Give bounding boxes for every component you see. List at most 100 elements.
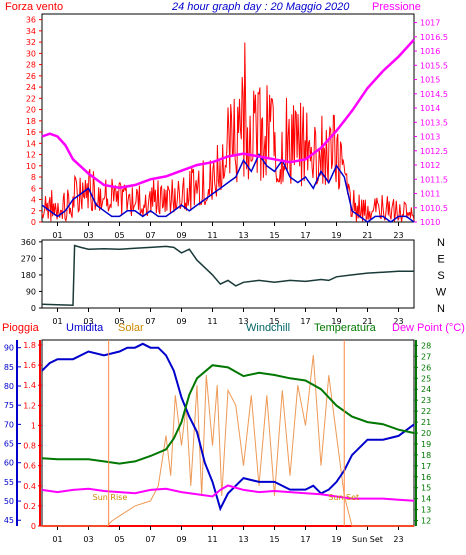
x-tick-label: 03 [83, 317, 93, 326]
temperature-tick-label: 26 [421, 363, 431, 372]
y-left-tick-label: 10 [26, 162, 36, 171]
x-tick-label: 01 [52, 535, 62, 544]
rain-tick-label: 1.4 [23, 381, 36, 390]
y-left-tick-label: 12 [26, 151, 36, 160]
y-left-tick-label: 30 [26, 49, 36, 58]
x-tick-label: 23 [393, 231, 403, 240]
wind-speed-label: Forza vento [5, 1, 63, 13]
y-left-tick-label: 4 [31, 196, 36, 205]
temperature-tick-label: 12 [421, 517, 431, 526]
x-tick-label: Sun Set [352, 535, 383, 544]
y-right-tick-label: 1015 [420, 76, 440, 85]
x-tick-label: 23 [393, 317, 403, 326]
wind-direction-series [41, 244, 414, 306]
x-tick-label: 03 [83, 231, 93, 240]
legend-rain: Pioggia [2, 322, 40, 334]
x-tick-label: 13 [238, 535, 248, 544]
rain-humidity-temp-panel: 0 0.2 0.4 0.6 0.8 1 1.2 1.4 1.6 1.8 45 50 55 60 65 70 75… [4, 339, 431, 544]
temperature-tick-label: 23 [421, 396, 431, 405]
temperature-tick-label: 13 [421, 506, 431, 515]
temperature-tick-label: 28 [421, 341, 431, 350]
y-right-tick-label: 1014 [420, 104, 440, 113]
humidity-tick-label: 85 [4, 363, 14, 372]
temperature-tick-label: 15 [421, 484, 431, 493]
legend-windchill: Windchill [246, 322, 290, 334]
y-left-tick-label: 32 [26, 38, 36, 47]
y-right-tick-label: 1016 [420, 47, 440, 56]
y-direction-tick-label: 360 [21, 238, 36, 247]
humidity-tick-label: 60 [4, 459, 14, 468]
x-tick-label: 19 [331, 231, 341, 240]
x-tick-label: 19 [331, 535, 341, 544]
y-right-tick-label: 1012 [420, 161, 440, 170]
wind-direction-panel: 0 N 90 W 180 S 270 E 360 N 01 03 05 07 09 11 13 15 17 19 21 2… [21, 237, 447, 326]
x-tick-label: 07 [145, 231, 155, 240]
dew-point-series [41, 484, 415, 502]
y-right-tick-label: 1011.5 [420, 175, 448, 184]
rain-tick-label: 0.4 [23, 482, 36, 491]
wind-pressure-panel: 0246810121416182022242628303234361010101… [26, 13, 448, 240]
x-tick-label: 17 [300, 535, 310, 544]
sun-marker-label: Sun Set [328, 493, 359, 502]
y-right-tick-label: 1010.5 [420, 204, 448, 213]
y-left-tick-label: 28 [26, 61, 36, 70]
y-left-tick-label: 8 [31, 173, 36, 182]
rain-tick-label: 0.2 [23, 502, 36, 511]
x-tick-label: 17 [300, 231, 310, 240]
temperature-tick-label: 19 [421, 440, 431, 449]
x-tick-label: 05 [114, 317, 124, 326]
x-tick-label: 15 [269, 535, 279, 544]
legend-dew-point: Dew Point (°C) [392, 322, 465, 334]
compass-label: W [436, 286, 447, 298]
y-right-tick-label: 1013 [420, 133, 440, 142]
pressure-series [41, 38, 415, 190]
wind-average-series [41, 152, 415, 223]
x-tick-label: 07 [145, 535, 155, 544]
temperature-series [41, 364, 415, 465]
rain-tick-label: 1.6 [23, 361, 36, 370]
x-tick-label: 05 [114, 535, 124, 544]
y-right-tick-label: 1014.5 [420, 90, 448, 99]
legend-humidity: Umidita [66, 322, 104, 334]
solar-series [42, 355, 414, 527]
pressure-label: Pressione [372, 1, 421, 13]
compass-label: N [437, 303, 445, 315]
humidity-series [41, 342, 415, 512]
y-left-tick-label: 6 [31, 184, 36, 193]
rain-tick-label: 0 [31, 522, 36, 531]
y-right-tick-label: 1012.5 [420, 147, 448, 156]
temperature-tick-label: 18 [421, 451, 431, 460]
humidity-tick-label: 55 [4, 478, 14, 487]
x-tick-label: 11 [207, 317, 217, 326]
y-left-tick-label: 26 [26, 72, 36, 81]
x-tick-label: 21 [362, 317, 372, 326]
temperature-tick-label: 27 [421, 352, 431, 361]
temperature-tick-label: 24 [421, 385, 431, 394]
x-tick-label: 01 [52, 317, 62, 326]
x-tick-label: 07 [145, 317, 155, 326]
humidity-tick-label: 80 [4, 382, 14, 391]
rain-tick-label: 0.6 [23, 462, 36, 471]
x-tick-label: 17 [300, 317, 310, 326]
rain-tick-label: 1.2 [23, 401, 36, 410]
temperature-tick-label: 17 [421, 462, 431, 471]
temperature-tick-label: 20 [421, 429, 431, 438]
compass-label: E [437, 253, 444, 265]
x-tick-label: 05 [114, 231, 124, 240]
y-left-tick-label: 20 [26, 106, 36, 115]
x-tick-label: 03 [83, 535, 93, 544]
x-tick-label: 23 [393, 535, 403, 544]
compass-label: N [437, 237, 445, 249]
y-right-tick-label: 1013.5 [420, 118, 448, 127]
y-left-tick-label: 2 [31, 207, 36, 216]
y-left-tick-label: 36 [26, 16, 36, 25]
sun-marker-label: Sun Rise [93, 493, 128, 502]
x-tick-label: 01 [52, 231, 62, 240]
compass-label: S [437, 270, 444, 282]
temperature-tick-label: 25 [421, 374, 431, 383]
y-right-tick-label: 1010 [420, 218, 440, 227]
y-direction-tick-label: 0 [31, 304, 36, 313]
y-left-tick-label: 16 [26, 128, 36, 137]
temperature-tick-label: 21 [421, 418, 431, 427]
